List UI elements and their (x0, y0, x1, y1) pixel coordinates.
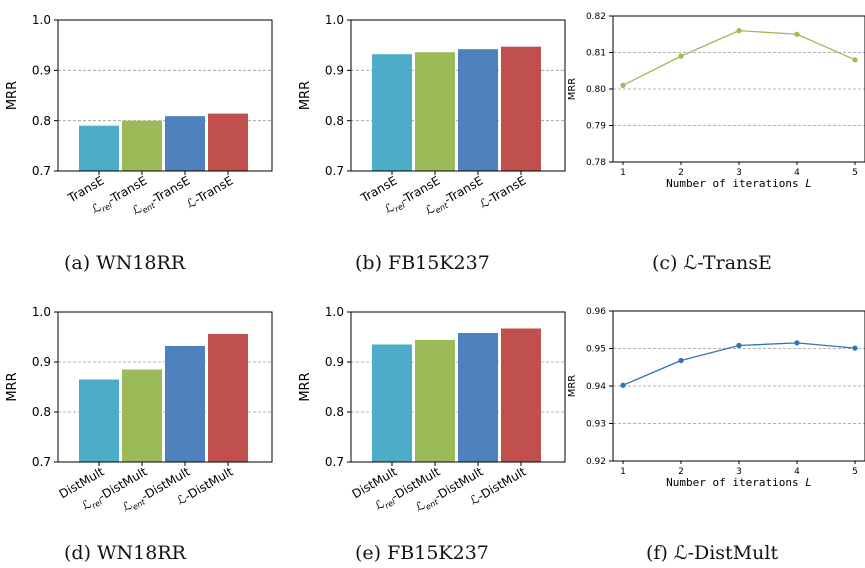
plot-frame (612, 310, 865, 462)
bar (79, 379, 119, 462)
y-tick-label: 0.9 (325, 64, 344, 78)
y-tick-label: 0.7 (325, 455, 344, 469)
chart-e: 0.70.80.91.0MRRDistMultℒrel-DistMultℒent… (298, 305, 566, 514)
y-tick-label: 0.8 (32, 114, 51, 128)
caption-c: (c) ℒ-TransE (652, 252, 772, 274)
data-point (736, 28, 742, 34)
bar (372, 344, 412, 462)
y-axis-label: MRR (567, 78, 578, 101)
y-axis-label: MRR (5, 81, 20, 110)
y-tick-label: 0.7 (32, 455, 51, 469)
y-tick-label: 0.7 (325, 164, 344, 178)
y-tick-label: 0.79 (586, 122, 606, 132)
y-tick-label: 0.8 (325, 405, 344, 419)
caption-b: (b) FB15K237 (355, 252, 490, 274)
x-tick-label: TransE (358, 173, 400, 205)
bar (208, 334, 248, 462)
caption-d: (d) WN18RR (64, 542, 186, 564)
y-tick-label: 0.93 (586, 420, 606, 430)
chart-a: 0.70.80.91.0MRRTransEℒrel-TransEℒent-Tra… (5, 13, 273, 218)
bar (122, 369, 162, 462)
x-axis-label: Number of iterations L (666, 476, 812, 489)
plot-frame (57, 19, 273, 172)
x-tick-label: 4 (794, 168, 800, 178)
caption-f: (f) ℒ-DistMult (646, 542, 779, 564)
y-tick-label: 0.9 (32, 355, 51, 369)
x-axis-label: Number of iterations L (666, 177, 812, 190)
bar (458, 49, 498, 172)
plot-frame (350, 311, 566, 463)
y-tick-label: 1.0 (325, 305, 344, 319)
y-tick-label: 0.96 (586, 307, 606, 317)
bar (501, 46, 541, 171)
y-tick-label: 0.78 (586, 158, 606, 168)
chart-c: 0.78 0.79 0.80 0.81 0.82 MRR 1 2 3 4 5 Number of it… (567, 12, 865, 190)
plot-frame (57, 311, 273, 463)
chart-d: 0.70.80.91.0MRRDistMultℒrel-DistMultℒent… (5, 305, 273, 514)
x-tick-label: 3 (736, 168, 742, 178)
bar (415, 340, 455, 462)
series-line (622, 29, 856, 86)
bar (165, 116, 205, 171)
series-line (622, 342, 856, 386)
x-tick-label: TransE (65, 173, 107, 205)
bar (372, 54, 412, 171)
bar (79, 125, 119, 171)
x-tick-label: 5 (852, 467, 858, 477)
bar (415, 52, 455, 171)
data-point (678, 53, 684, 59)
bar (458, 333, 498, 462)
data-point (852, 57, 858, 63)
bar (501, 328, 541, 462)
bar (122, 120, 162, 171)
y-tick-label: 0.80 (586, 85, 606, 95)
data-point (620, 82, 626, 88)
caption-a: (a) WN18RR (64, 252, 186, 274)
x-tick-label: ℒ-TransE (184, 173, 235, 211)
caption-e: (e) FB15K237 (355, 542, 489, 564)
y-axis-label: MRR (298, 372, 313, 401)
y-tick-label: 0.82 (586, 12, 606, 22)
data-point (852, 345, 858, 351)
plot-frame (612, 15, 865, 163)
x-tick-label: 2 (678, 467, 684, 477)
data-point (736, 342, 742, 349)
y-tick-label: 1.0 (32, 305, 51, 319)
bar (208, 113, 248, 171)
data-point (794, 340, 800, 346)
x-tick-label: 2 (678, 168, 684, 178)
plot-frame (350, 19, 566, 172)
y-axis-label: MRR (298, 81, 313, 110)
y-tick-label: 1.0 (325, 13, 344, 27)
y-tick-label: 0.95 (586, 345, 606, 355)
x-tick-label: 1 (620, 168, 626, 178)
y-tick-label: 1.0 (32, 13, 51, 27)
x-tick-label: ℒ-TransE (477, 173, 528, 211)
y-tick-label: 0.7 (32, 164, 51, 178)
y-tick-label: 0.92 (586, 457, 606, 467)
x-tick-label: 3 (736, 467, 742, 477)
x-tick-label: 4 (794, 467, 800, 477)
bar (165, 346, 205, 462)
x-tick-label: 1 (620, 467, 626, 477)
data-point (794, 31, 800, 37)
data-point (678, 357, 684, 364)
y-tick-label: 0.8 (32, 405, 51, 419)
y-axis-label: MRR (5, 372, 20, 401)
chart-f: 0.92 0.93 0.94 0.95 0.96 MRR 1 2 3 4 5 Number of it… (567, 307, 865, 489)
y-tick-label: 0.9 (325, 355, 344, 369)
chart-b: 0.70.80.91.0MRRTransEℒrel-TransEℒent-Tra… (298, 13, 566, 218)
y-tick-label: 0.94 (586, 382, 606, 392)
y-tick-label: 0.9 (32, 64, 51, 78)
x-tick-label: 5 (852, 168, 858, 178)
y-axis-label: MRR (567, 375, 578, 398)
y-tick-label: 0.8 (325, 114, 344, 128)
y-tick-label: 0.81 (586, 49, 606, 59)
data-point (620, 382, 626, 388)
